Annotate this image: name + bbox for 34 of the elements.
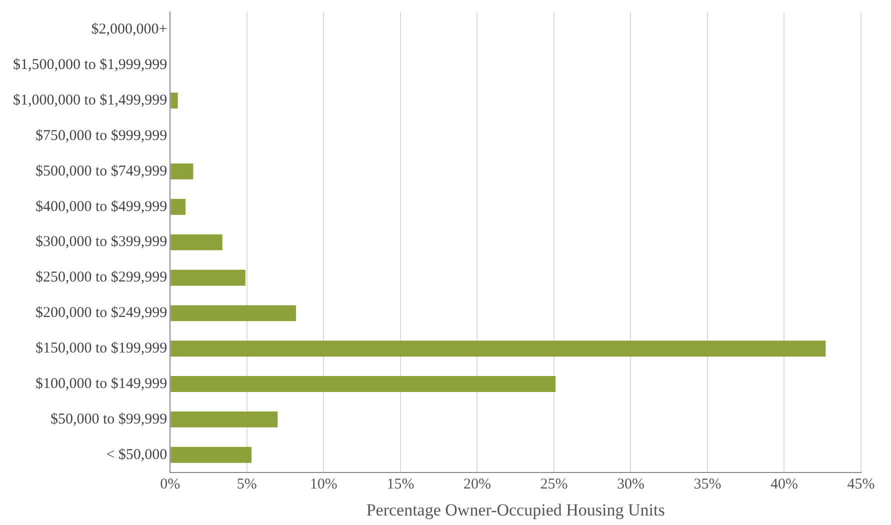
bar xyxy=(170,92,178,109)
x-tick-label: 35% xyxy=(694,476,722,493)
x-tick-label: 45% xyxy=(847,476,875,493)
x-tick-label: 15% xyxy=(386,476,414,493)
bar xyxy=(170,234,222,250)
x-tick-label: 25% xyxy=(540,476,568,493)
bar xyxy=(170,270,246,286)
y-tick-label: $50,000 to $99,999 xyxy=(50,411,168,428)
y-tick-label: $300,000 to $399,999 xyxy=(35,234,168,250)
y-tick-label: $150,000 to $199,999 xyxy=(35,340,168,357)
x-axis-title: Percentage Owner-Occupied Housing Units xyxy=(366,500,665,520)
x-tick-label: 5% xyxy=(236,476,257,493)
y-tick-label: $1,000,000 to $1,499,999 xyxy=(12,92,168,109)
x-tick-label: 10% xyxy=(310,476,338,493)
y-tick-label: $500,000 to $749,999 xyxy=(35,163,168,180)
y-tick-label: $250,000 to $299,999 xyxy=(35,270,168,286)
y-tick-label: $100,000 to $149,999 xyxy=(35,376,168,392)
y-tick-label: $400,000 to $499,999 xyxy=(35,198,168,215)
y-tick-label: $1,500,000 to $1,999,999 xyxy=(12,57,168,74)
y-tick-label: $200,000 to $249,999 xyxy=(35,305,168,322)
bar xyxy=(170,446,252,463)
y-tick-label: $2,000,000+ xyxy=(91,22,168,38)
y-tick-label: < $50,000 xyxy=(106,446,168,463)
x-tick-label: 20% xyxy=(463,476,491,493)
x-tick-label: 0% xyxy=(160,476,180,493)
bar xyxy=(170,340,826,357)
bar xyxy=(170,376,556,392)
bar xyxy=(170,198,186,215)
bar xyxy=(170,411,278,428)
bar xyxy=(170,163,194,180)
x-tick-label: 40% xyxy=(770,476,798,493)
bar xyxy=(170,305,296,322)
x-tick-label: 30% xyxy=(616,476,644,493)
y-tick-label: $750,000 to $999,999 xyxy=(35,128,168,144)
